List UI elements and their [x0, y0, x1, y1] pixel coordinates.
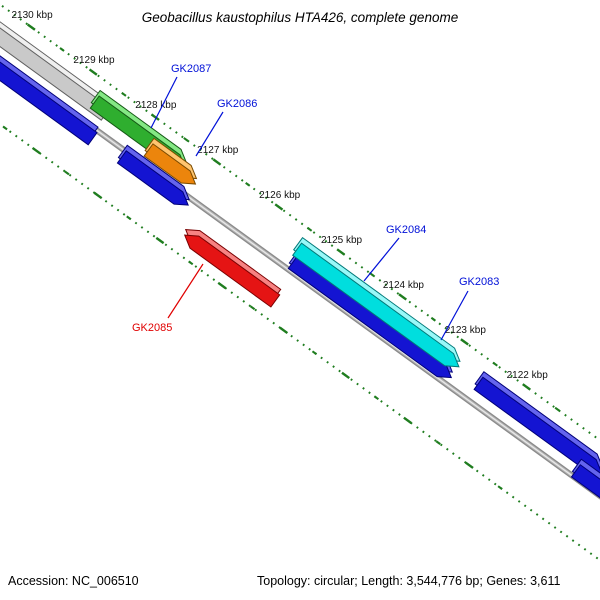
gene-label-leader-line	[167, 263, 204, 319]
ruler-mid-dash	[2, 125, 8, 131]
ruler-tick-label: 2128 kbp	[135, 100, 177, 111]
ruler-tick-label: 2126 kbp	[259, 190, 301, 201]
gene-arrow-front-face	[0, 58, 98, 146]
ruler-tick-dash	[336, 248, 346, 256]
ruler-tick-label: 2124 kbp	[383, 280, 425, 291]
ruler-mid-dash	[430, 316, 437, 322]
ruler-tick-label: 2129 kbp	[73, 55, 115, 66]
gene-label-leader-line	[363, 237, 400, 282]
topology-text: Topology: circular; Length: 3,544,776 bp…	[257, 574, 561, 588]
gene-label-leader-line	[195, 111, 224, 157]
ruler-mid-dash	[249, 305, 256, 311]
genome-axis-layer	[0, 56, 600, 500]
gene-gk2086[interactable]	[143, 137, 201, 190]
ruler-tick-dash	[88, 68, 98, 76]
gene-arrows-layer	[0, 19, 600, 519]
ruler-dotted-line-upper	[0, 3, 600, 442]
ruler-mid-dash	[64, 170, 70, 176]
ruler-dotted-line-lower	[0, 123, 600, 562]
ruler-mid-dash	[497, 485, 503, 490]
status-bar: Accession: NC_006510 Topology: circular;…	[0, 568, 600, 600]
gene-unlabeled-5[interactable]	[570, 458, 600, 519]
gene-arrow-front-face	[0, 25, 111, 121]
ruler-mid-dash	[121, 92, 127, 97]
ruler-tick-dash	[31, 146, 41, 155]
gene-arrow-front-face	[570, 464, 600, 514]
gene-label-gk2086[interactable]: GK2086	[217, 98, 257, 110]
ruler-tick-dash	[217, 281, 227, 290]
ruler-tick-dash	[465, 461, 474, 469]
ruler-tick-dash	[403, 416, 412, 424]
ruler-tick-dash	[341, 371, 350, 380]
gene-gk2084[interactable]	[291, 236, 465, 373]
ruler-mid-dash	[59, 47, 65, 52]
gene-labels-layer: GK2087 GK2086 GK2084 GK2083 GK2085	[132, 63, 499, 341]
ruler-tick-label: 2130 kbp	[12, 10, 54, 21]
gene-label-leader-line	[440, 290, 469, 341]
gene-arrow-front-face	[116, 150, 189, 206]
ruler-mid-dash	[183, 137, 189, 142]
ruler-mid-dash	[492, 361, 498, 367]
ruler-tick-dash	[26, 23, 36, 31]
gene-label-gk2083[interactable]: GK2083	[459, 276, 499, 288]
ruler-mid-dash	[435, 440, 441, 446]
ruler-tick-dash	[460, 338, 469, 346]
map-title: Geobacillus kaustophilus HTA426, complet…	[142, 10, 458, 25]
ruler-tick-dash	[279, 326, 289, 335]
ruler-tick-label: 2123 kbp	[445, 325, 487, 336]
ruler-layer: 2130 kbp 2129 kbp 2128 kbp 2127 kbp 2126 kbp…	[0, 3, 600, 562]
genome-axis-core	[0, 59, 600, 497]
gene-unlabeled-3[interactable]	[116, 144, 193, 211]
ruler-tick-dash	[522, 383, 531, 391]
ruler-mid-dash	[306, 227, 313, 232]
gene-label-gk2084[interactable]: GK2084	[386, 224, 426, 236]
gene-label-leader-line	[150, 76, 178, 129]
gene-label-gk2087[interactable]: GK2087	[171, 63, 211, 75]
ruler-tick-dash	[155, 236, 165, 245]
gene-arrow-front-face	[143, 143, 197, 185]
ruler-mid-dash	[311, 350, 318, 356]
ruler-tick-dash	[274, 203, 284, 211]
ruler-mid-dash	[245, 182, 251, 187]
ruler-mid-dash	[188, 260, 194, 266]
ruler-tick-label: 2125 kbp	[321, 235, 363, 246]
ruler-mid-dash	[554, 406, 560, 412]
ruler-mid-dash	[126, 215, 132, 221]
genome-axis-highlight	[0, 57, 600, 499]
accession-text: Accession: NC_006510	[8, 574, 139, 588]
ruler-tick-dash	[93, 191, 103, 200]
ruler-mid-dash	[373, 395, 380, 401]
ruler-tick-label: 2122 kbp	[507, 370, 549, 381]
gene-unlabeled-2[interactable]	[0, 48, 99, 146]
gene-arrow-front-face	[183, 234, 281, 308]
ruler-tick-dash	[212, 158, 222, 166]
ruler-tick-label: 2127 kbp	[197, 145, 239, 156]
gene-label-gk2085[interactable]: GK2085	[132, 322, 172, 334]
gene-arrow-front-face	[291, 242, 460, 368]
ruler-tick-dash	[150, 113, 160, 121]
ruler-tick-dash	[398, 293, 407, 301]
genome-axis-line	[0, 56, 600, 500]
gene-gk2085[interactable]	[180, 224, 282, 308]
